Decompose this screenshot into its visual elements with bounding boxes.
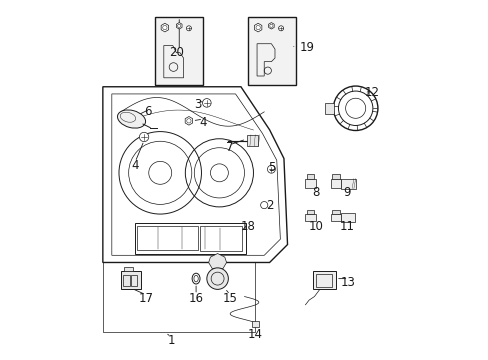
Text: 14: 14	[247, 328, 262, 341]
Circle shape	[202, 99, 211, 107]
Circle shape	[206, 268, 228, 289]
Text: 20: 20	[168, 46, 183, 59]
Polygon shape	[208, 253, 226, 269]
Circle shape	[260, 202, 267, 209]
Text: 12: 12	[364, 86, 379, 99]
Bar	[332, 210, 339, 214]
Circle shape	[139, 132, 148, 141]
Text: 3: 3	[194, 98, 201, 111]
Polygon shape	[185, 117, 192, 125]
Bar	[341, 213, 354, 222]
Bar	[124, 267, 133, 271]
Circle shape	[267, 165, 275, 173]
Bar	[135, 223, 246, 253]
Bar	[306, 210, 314, 214]
Text: 6: 6	[143, 105, 151, 118]
Text: 11: 11	[339, 220, 353, 233]
Bar	[155, 17, 203, 85]
Text: 1: 1	[167, 334, 174, 347]
Ellipse shape	[192, 273, 200, 284]
Text: 7: 7	[226, 141, 233, 154]
Text: 18: 18	[240, 220, 255, 233]
Text: 9: 9	[342, 186, 350, 199]
Ellipse shape	[117, 110, 145, 128]
Bar	[330, 214, 341, 221]
Bar	[341, 179, 355, 189]
Text: 16: 16	[188, 292, 203, 305]
Text: 4: 4	[131, 159, 139, 172]
Text: 17: 17	[138, 292, 153, 305]
Bar	[306, 174, 314, 179]
Text: 10: 10	[308, 220, 323, 233]
Bar	[247, 17, 296, 85]
Polygon shape	[161, 23, 168, 32]
Circle shape	[186, 26, 191, 31]
Bar	[305, 179, 316, 188]
Circle shape	[278, 26, 283, 31]
Bar	[137, 226, 198, 250]
Bar	[131, 275, 137, 286]
Text: 8: 8	[312, 186, 319, 199]
Bar	[247, 135, 258, 146]
Text: 15: 15	[222, 292, 237, 305]
Bar	[332, 174, 339, 179]
Bar	[251, 320, 258, 327]
Bar	[305, 214, 316, 221]
Polygon shape	[176, 23, 182, 29]
Text: 5: 5	[267, 161, 275, 174]
Polygon shape	[254, 23, 261, 32]
Bar	[315, 274, 331, 287]
Bar	[122, 275, 130, 286]
Bar	[330, 179, 341, 188]
Text: 4: 4	[199, 116, 206, 129]
Bar	[312, 271, 335, 289]
Text: 2: 2	[265, 199, 273, 212]
Text: 19: 19	[299, 41, 314, 54]
Bar	[325, 103, 333, 114]
Text: 13: 13	[340, 276, 355, 289]
Bar	[199, 226, 242, 251]
Bar	[121, 271, 140, 289]
Polygon shape	[268, 23, 274, 29]
